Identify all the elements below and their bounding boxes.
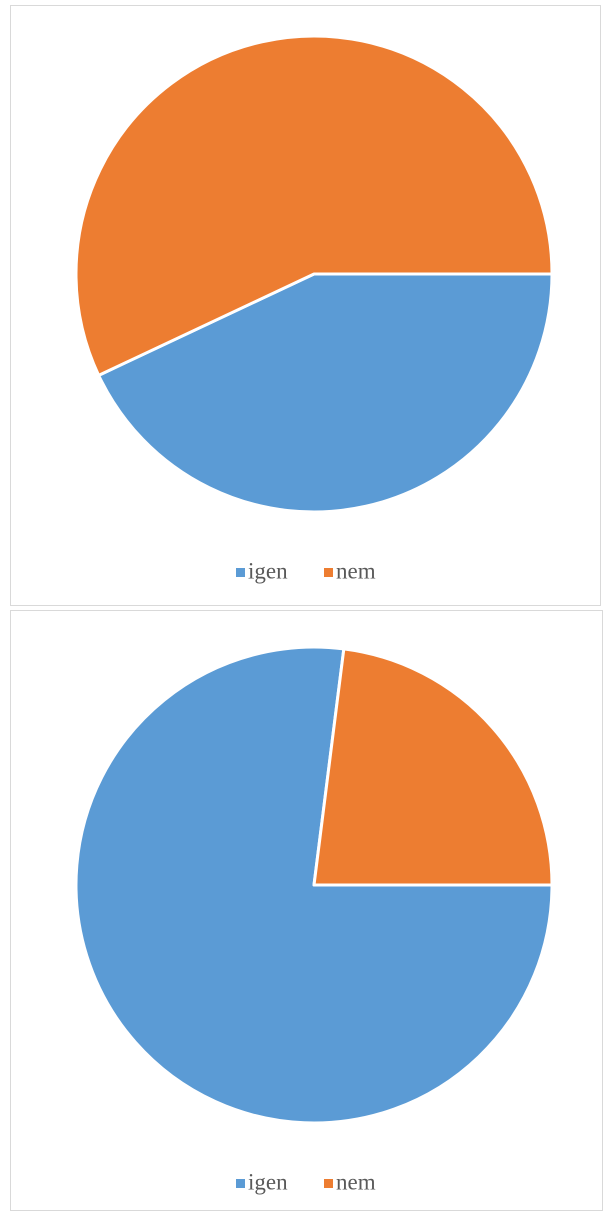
legend-swatch (236, 568, 245, 577)
legend-label: igen (248, 558, 288, 583)
legend-label: nem (336, 1169, 376, 1194)
legend-label: nem (336, 558, 376, 583)
pie-slice (74, 34, 554, 377)
pie-slice (97, 272, 554, 514)
legend-swatch (236, 1179, 245, 1188)
legend-swatch (324, 1179, 333, 1188)
pie-slice (312, 647, 554, 887)
legend-swatch (324, 568, 333, 577)
legend-label: igen (248, 1169, 288, 1194)
